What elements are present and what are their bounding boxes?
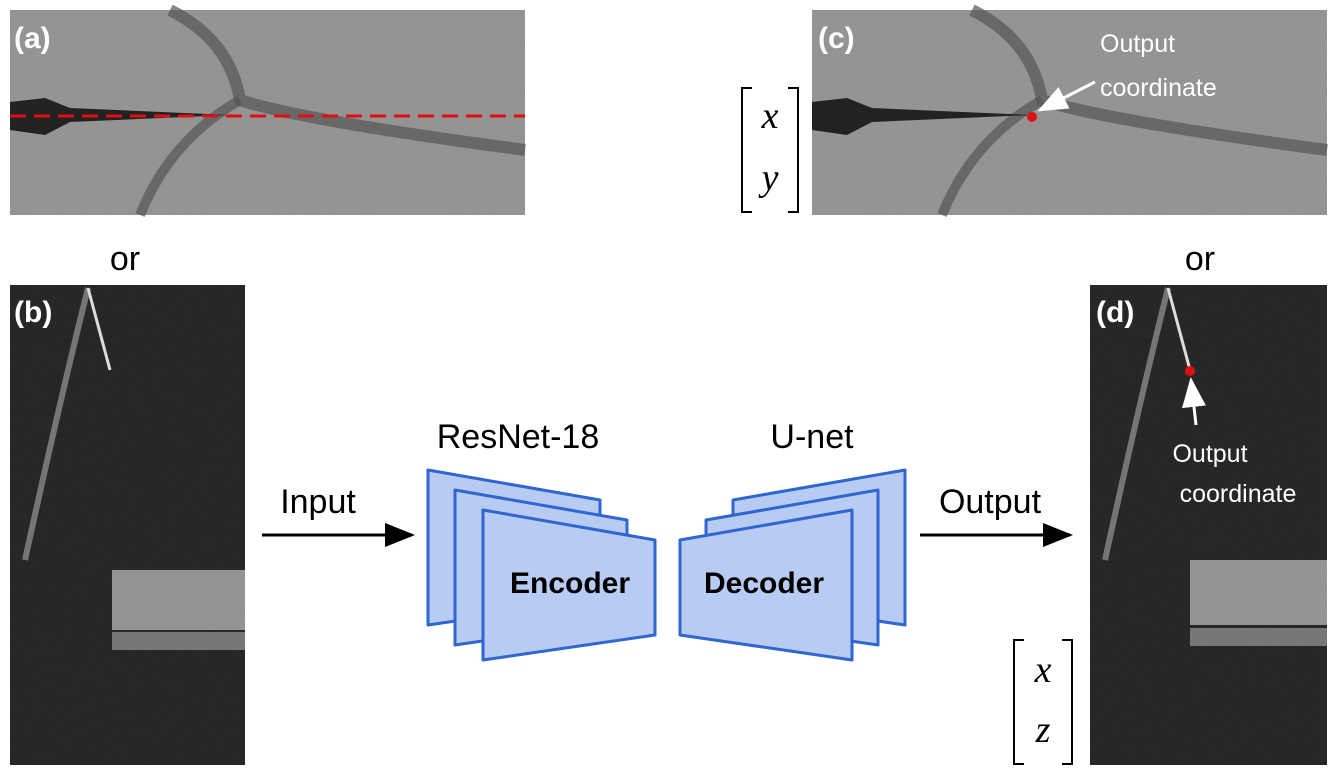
encoder: Encoder <box>428 470 655 660</box>
annotation: Output <box>1172 440 1247 468</box>
panel-b: (b) <box>10 285 245 765</box>
panel-a: (a) <box>10 10 525 215</box>
input-label: Input <box>280 483 356 521</box>
vector-entry: z <box>1035 709 1051 751</box>
vector-entry: x <box>761 95 779 137</box>
vector-entry: x <box>1034 649 1052 691</box>
panel-c: (c) Output coordinate <box>812 10 1327 215</box>
separator: or <box>1185 240 1215 278</box>
annotation: coordinate <box>1100 74 1217 102</box>
vector-entry: y <box>758 157 779 199</box>
decoder-title: U-net <box>770 418 854 456</box>
encoder-label: Encoder <box>510 567 630 600</box>
annotation: Output <box>1100 30 1175 58</box>
panel-d: (d) Output coordinate <box>1090 285 1327 765</box>
separator: or <box>110 240 140 278</box>
vector-xy: x y <box>742 88 798 212</box>
encoder-title: ResNet-18 <box>437 418 600 456</box>
panel-label: (d) <box>1096 296 1134 329</box>
figure: (a) (c) Output coordinate (b) (d) Output… <box>0 0 1338 768</box>
panel-label: (b) <box>14 296 52 329</box>
panel-label: (a) <box>14 22 51 55</box>
decoder-label: Decoder <box>704 567 824 600</box>
annotation: coordinate <box>1180 480 1297 508</box>
vector-xz: x z <box>1014 640 1072 764</box>
panel-label: (c) <box>818 22 855 55</box>
decoder: Decoder <box>680 470 905 660</box>
output-label: Output <box>939 483 1042 521</box>
